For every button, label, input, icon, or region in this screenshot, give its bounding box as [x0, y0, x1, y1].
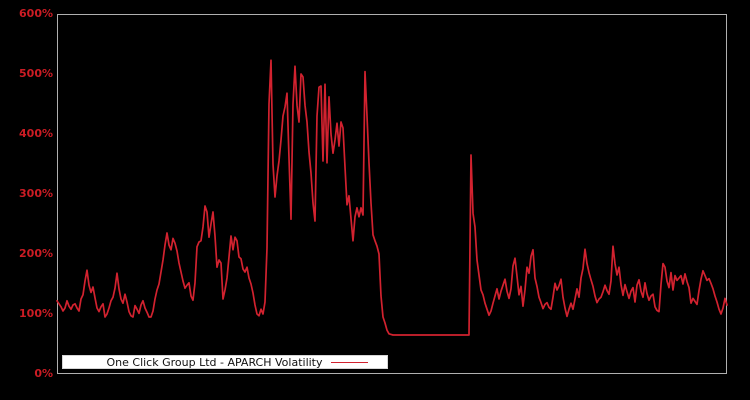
y-tick-label: 100% [19, 307, 53, 320]
plot-border [57, 14, 727, 374]
y-tick-label: 200% [19, 247, 53, 260]
y-tick-label: 300% [19, 187, 53, 200]
legend-label: One Click Group Ltd - APARCH Volatility [106, 355, 323, 369]
legend: One Click Group Ltd - APARCH Volatility [62, 355, 388, 369]
y-tick-label: 600% [19, 7, 53, 20]
legend-key-line-icon [330, 361, 368, 363]
y-tick-label: 400% [19, 127, 53, 140]
y-tick-label: 0% [34, 367, 53, 380]
y-axis-tick-labels: 0% 100% 200% 300% 400% 500% 600% [0, 0, 53, 400]
volatility-series-line [56, 59, 728, 336]
y-tick-label: 500% [19, 67, 53, 80]
